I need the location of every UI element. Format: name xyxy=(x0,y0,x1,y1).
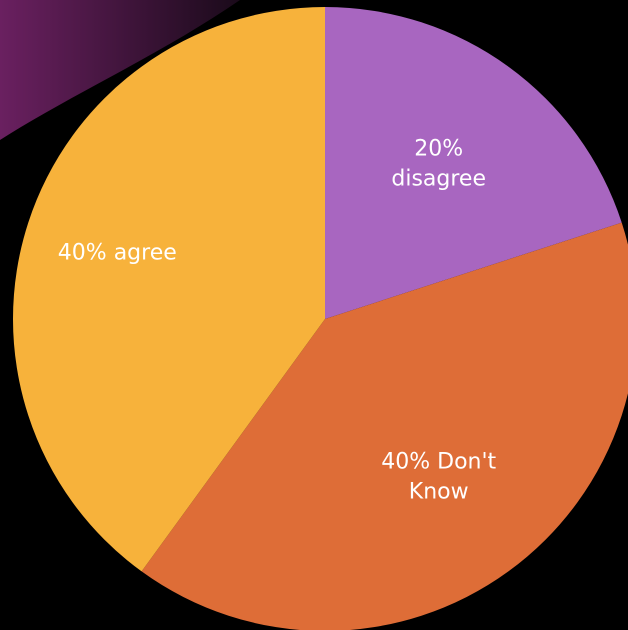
slice-label-0: 20% disagree xyxy=(391,137,486,192)
slice-label-1: 40% Don't Know xyxy=(381,449,496,504)
pie-slice-1 xyxy=(141,222,628,630)
pie-slice-2 xyxy=(12,7,326,572)
slice-label-line: 40% agree xyxy=(58,241,177,266)
slice-label-line: 40% Don't xyxy=(381,449,496,474)
pie-slice-0 xyxy=(325,7,622,319)
pie-labels: 20% disagree 40% Don't Know 40% agree xyxy=(58,137,497,505)
slice-label-line: 20% xyxy=(414,137,463,162)
slice-label-line: disagree xyxy=(391,167,486,192)
pie-slices xyxy=(12,7,628,630)
slice-label-line: Know xyxy=(409,479,469,504)
slice-label-2: 40% agree xyxy=(58,241,177,266)
corner-decoration xyxy=(0,0,240,140)
